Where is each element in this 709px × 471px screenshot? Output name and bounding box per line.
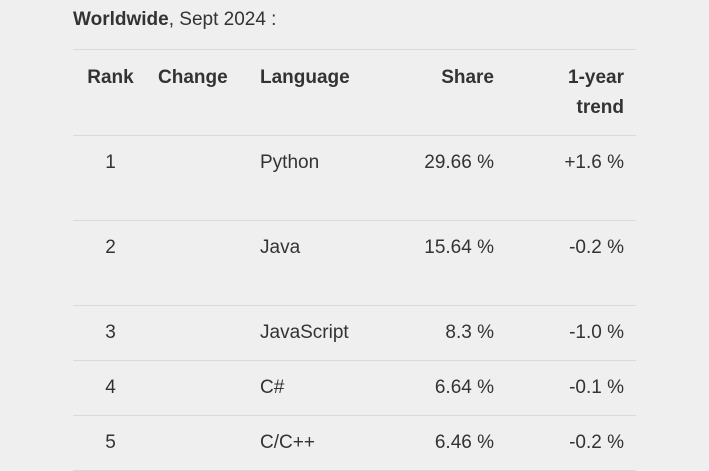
cell-rank: 2 <box>73 220 148 306</box>
cell-change <box>148 305 250 361</box>
header-rank: Rank <box>73 49 148 136</box>
table-row: 1 Python 29.66 % +1.6 % <box>73 135 636 221</box>
header-share: Share <box>390 49 494 136</box>
cell-language: JavaScript <box>250 305 390 361</box>
table-caption: Worldwide, Sept 2024 : <box>73 8 276 32</box>
header-trend-line2: trend <box>576 97 625 118</box>
table-row: 3 JavaScript 8.3 % -1.0 % <box>73 305 636 361</box>
cell-trend: -0.2 % <box>494 415 636 471</box>
table-row: 4 C# 6.64 % -0.1 % <box>73 360 636 416</box>
cell-change <box>148 360 250 416</box>
table-row: 2 Java 15.64 % -0.2 % <box>73 220 636 306</box>
cell-trend: +1.6 % <box>494 135 636 221</box>
cell-rank: 4 <box>73 360 148 416</box>
header-trend: 1-year trend <box>494 49 636 136</box>
cell-language: C/C++ <box>250 415 390 471</box>
cell-share: 15.64 % <box>390 220 494 306</box>
cell-share: 29.66 % <box>390 135 494 221</box>
cell-change <box>148 135 250 221</box>
cell-share: 8.3 % <box>390 305 494 361</box>
cell-rank: 3 <box>73 305 148 361</box>
header-trend-line1: 1-year <box>568 67 624 88</box>
language-ranking-table: Rank Change Language Share 1-year trend 1… <box>73 49 636 471</box>
table-row: 5 C/C++ 6.46 % -0.2 % <box>73 415 636 471</box>
caption-date: , Sept 2024 : <box>168 9 277 30</box>
cell-rank: 5 <box>73 415 148 471</box>
cell-change <box>148 415 250 471</box>
cell-language: Java <box>250 220 390 306</box>
cell-change <box>148 220 250 306</box>
cell-share: 6.46 % <box>390 415 494 471</box>
cell-rank: 1 <box>73 135 148 221</box>
cell-trend: -0.2 % <box>494 220 636 306</box>
caption-region: Worldwide <box>73 9 169 30</box>
cell-trend: -1.0 % <box>494 305 636 361</box>
table-header-row: Rank Change Language Share 1-year trend <box>73 49 636 136</box>
header-change: Change <box>148 49 250 136</box>
cell-trend: -0.1 % <box>494 360 636 416</box>
cell-language: Python <box>250 135 390 221</box>
cell-share: 6.64 % <box>390 360 494 416</box>
header-language: Language <box>250 49 390 136</box>
cell-language: C# <box>250 360 390 416</box>
